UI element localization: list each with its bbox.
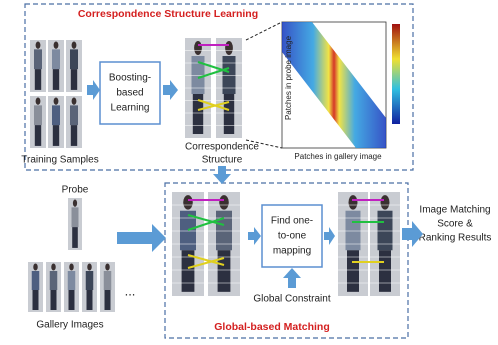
mapping-text: to-one [278,231,307,242]
person-legs [53,69,59,90]
person-head [183,195,193,210]
person-head [54,42,59,49]
heatmap-y-label: Patches in probe image [284,35,293,120]
zoom-line [246,22,282,40]
person-head [54,98,59,105]
arrow [213,166,231,184]
learning-title: Correspondence Structure Learning [78,8,258,20]
person-body [70,49,78,69]
person-legs [224,94,234,134]
person-legs [35,125,41,146]
person-head [51,264,56,271]
person-head [105,264,110,271]
probe-label: Probe [62,185,89,196]
matching-title: Global-based Matching [214,321,330,333]
person-head [194,41,202,55]
constraint-label: Global Constraint [253,294,330,305]
colorbar [392,24,400,124]
result-text: Ranking Results [419,233,492,244]
person-legs [105,290,111,310]
boosting-text: Learning [111,103,150,114]
person-legs [71,69,77,90]
person-head [36,98,41,105]
person-legs [72,227,78,248]
person-body [192,56,205,94]
person-legs [51,290,57,310]
arrow [324,227,335,245]
person-body [223,56,236,94]
ellipsis: ... [125,283,136,298]
person-head [72,42,77,49]
person-legs [33,290,39,310]
person-body [34,105,42,125]
person-body [216,211,232,251]
person-body [50,271,58,290]
person-legs [35,69,41,90]
person-body [378,211,393,251]
structure-label: Correspondence [185,142,259,153]
structure-label: Structure [202,155,243,166]
person-legs [87,290,93,310]
person-legs [379,250,391,292]
figure: Correspondence Structure Learning Global… [0,0,498,345]
person-body [104,271,112,290]
heatmap-x-label: Patches in gallery image [294,152,382,161]
person-body [68,271,76,290]
person-head [381,195,390,210]
person-head [73,200,77,207]
training-label: Training Samples [21,155,98,166]
person-body [86,271,94,290]
boosting-text: based [116,88,143,99]
arrow [283,268,301,288]
mapping-text: mapping [273,246,311,257]
person-legs [347,250,359,292]
person-body [346,211,361,251]
person-head [349,195,358,210]
result-text: Image Matching [419,205,490,216]
person-head [69,264,74,271]
arrow [117,224,166,252]
gallery-label: Gallery Images [36,320,103,331]
person-body [34,49,42,69]
person-body [32,271,40,290]
person-head [36,42,41,49]
person-legs [53,125,59,146]
person-body [52,105,60,125]
person-legs [69,290,75,310]
person-body [52,49,60,69]
person-head [72,98,77,105]
arrow [248,227,261,245]
result-text: Score & [437,219,473,230]
arrow [163,80,178,100]
person-head [33,264,38,271]
person-head [219,195,229,210]
boosting-text: Boosting- [109,73,151,84]
person-head [87,264,92,271]
person-body [72,207,79,227]
person-legs [218,250,231,292]
mapping-text: Find one- [271,216,313,227]
arrow [87,80,100,100]
person-head [225,41,233,55]
person-legs [71,125,77,146]
person-body [70,105,78,125]
